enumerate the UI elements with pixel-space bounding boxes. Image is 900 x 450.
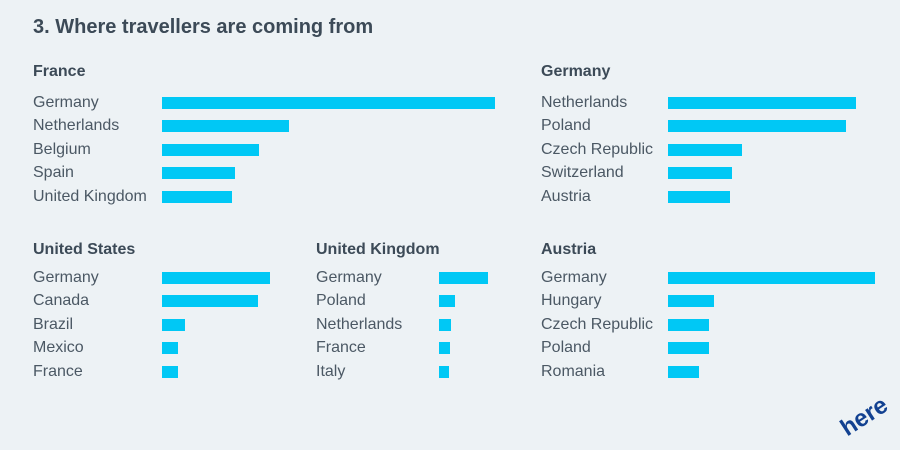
bar-row-brazil: Brazil bbox=[33, 316, 270, 334]
bar-row-germany: Germany bbox=[33, 269, 270, 287]
bar-row-netherlands: Netherlands bbox=[33, 117, 495, 135]
bar-czech-republic bbox=[668, 143, 743, 156]
bar-row-france: France bbox=[316, 339, 488, 357]
bar-row-netherlands: Netherlands bbox=[316, 316, 488, 334]
category-label: Netherlands bbox=[316, 315, 403, 333]
bar-germany bbox=[162, 272, 270, 284]
bar-austria bbox=[668, 190, 730, 203]
category-label: Netherlands bbox=[541, 94, 628, 111]
bar-france bbox=[439, 342, 450, 355]
bar-germany bbox=[162, 97, 495, 109]
bar-row-czech-republic: Czech Republic bbox=[541, 316, 875, 334]
bar-row-poland: Poland bbox=[541, 339, 875, 357]
chart-title: United States bbox=[33, 241, 136, 258]
bar-poland bbox=[668, 342, 710, 355]
bar-mexico bbox=[162, 342, 179, 355]
bar-row-canada: Canada bbox=[33, 292, 270, 310]
chart-title: United Kingdom bbox=[316, 241, 440, 258]
category-label: Czech Republic bbox=[541, 315, 654, 333]
category-label: Germany bbox=[316, 269, 382, 286]
chart-title: Germany bbox=[541, 63, 611, 80]
category-label: Canada bbox=[33, 292, 90, 310]
bar-belgium bbox=[162, 143, 259, 156]
bar-row-hungary: Hungary bbox=[541, 292, 875, 310]
bar-row-mexico: Mexico bbox=[33, 339, 270, 357]
category-label: Mexico bbox=[33, 339, 84, 357]
bar-row-belgium: Belgium bbox=[33, 141, 495, 159]
bar-row-france: France bbox=[33, 363, 270, 381]
bar-row-united-kingdom: United Kingdom bbox=[33, 188, 495, 206]
bar-switzerland bbox=[668, 167, 733, 180]
bar-brazil bbox=[162, 318, 185, 331]
page-title: 3. Where travellers are coming from bbox=[33, 16, 374, 38]
category-label: Switzerland bbox=[541, 164, 624, 182]
bar-row-czech-republic: Czech Republic bbox=[541, 141, 856, 159]
bar-germany bbox=[439, 272, 488, 284]
bar-romania bbox=[668, 365, 700, 378]
svg-text:here: here bbox=[836, 391, 892, 441]
chart-panel-france: France Germany Netherlands Belgium Spain Unit… bbox=[33, 63, 505, 223]
category-label: Poland bbox=[316, 292, 366, 310]
chart-title: Austria bbox=[541, 241, 597, 258]
category-label: Romania bbox=[541, 362, 606, 380]
category-label: Netherlands bbox=[33, 117, 120, 135]
category-label: Germany bbox=[541, 269, 607, 286]
bar-row-germany: Germany bbox=[541, 269, 875, 287]
chart-panel-germany: Germany Netherlands Poland Czech Republic Sw… bbox=[541, 63, 866, 223]
bar-germany bbox=[668, 272, 875, 284]
category-label: Spain bbox=[33, 164, 74, 182]
chart-panel-united-states: United States Germany Canada Brazil Mexico Fr… bbox=[33, 241, 280, 401]
category-label: Brazil bbox=[33, 315, 74, 333]
bar-row-poland: Poland bbox=[541, 117, 856, 135]
bar-united-kingdom bbox=[162, 190, 232, 203]
here-logo: here bbox=[836, 391, 892, 441]
bar-row-romania: Romania bbox=[541, 363, 875, 381]
bar-row-switzerland: Switzerland bbox=[541, 164, 856, 182]
category-label: Germany bbox=[33, 269, 99, 286]
category-label: Poland bbox=[541, 339, 591, 357]
bar-row-netherlands: Netherlands bbox=[541, 94, 856, 112]
bar-poland bbox=[668, 120, 846, 133]
bar-poland bbox=[439, 295, 456, 308]
category-label: Czech Republic bbox=[541, 140, 654, 158]
bar-netherlands bbox=[668, 97, 856, 109]
category-label: Italy bbox=[316, 362, 346, 380]
bar-france bbox=[162, 365, 179, 378]
chart-panel-austria: Austria Germany Hungary Czech Republic Polan… bbox=[541, 241, 885, 401]
bar-netherlands bbox=[439, 318, 451, 331]
bar-row-spain: Spain bbox=[33, 164, 495, 182]
bar-row-austria: Austria bbox=[541, 188, 856, 206]
category-label: Austria bbox=[541, 187, 591, 205]
category-label: Belgium bbox=[33, 140, 91, 158]
bar-row-poland: Poland bbox=[316, 292, 488, 310]
category-label: United Kingdom bbox=[33, 187, 147, 205]
bar-italy bbox=[439, 365, 450, 378]
category-label: Poland bbox=[541, 117, 591, 135]
bar-czech-republic bbox=[668, 318, 710, 331]
bar-row-germany: Germany bbox=[316, 269, 488, 287]
bar-spain bbox=[162, 167, 236, 180]
bar-netherlands bbox=[162, 120, 289, 133]
chart-panel-united-kingdom: United Kingdom Germany Poland Netherlands Fr… bbox=[316, 241, 498, 401]
bar-hungary bbox=[668, 295, 714, 308]
category-label: Hungary bbox=[541, 292, 602, 310]
category-label: Germany bbox=[33, 94, 99, 111]
bar-row-italy: Italy bbox=[316, 363, 488, 381]
category-label: France bbox=[33, 362, 83, 380]
bar-row-germany: Germany bbox=[33, 94, 495, 112]
bar-canada bbox=[162, 295, 259, 308]
chart-title: France bbox=[33, 63, 86, 80]
category-label: France bbox=[316, 339, 366, 357]
